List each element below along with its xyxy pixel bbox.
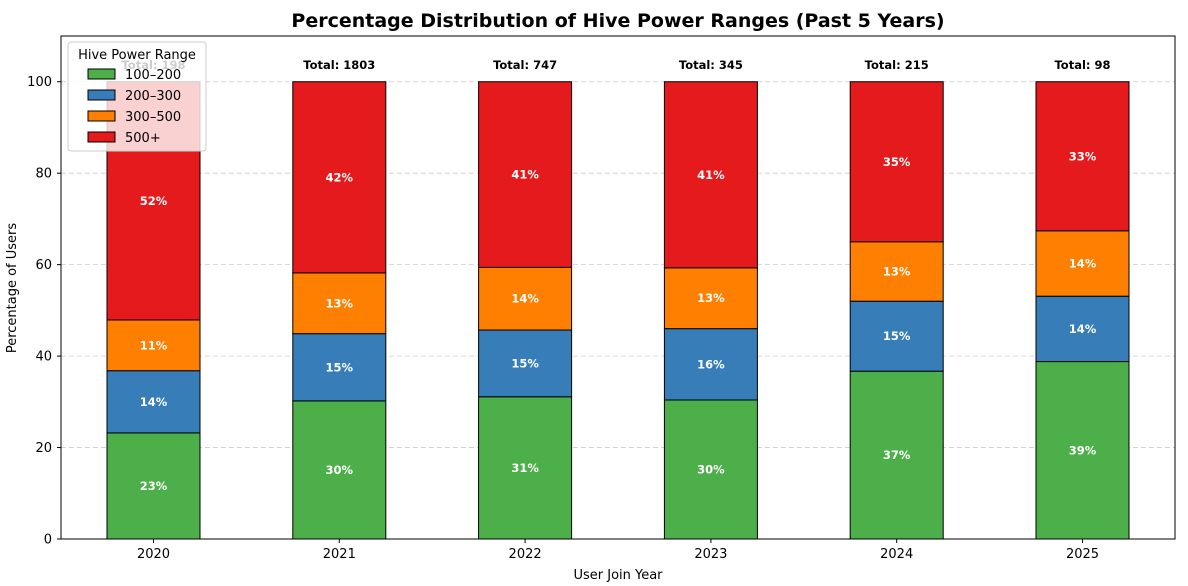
x-tick-label: 2023 — [694, 547, 727, 562]
legend-swatch — [87, 110, 116, 122]
total-label: Total: 215 — [865, 58, 929, 72]
y-tick-label: 80 — [35, 167, 52, 182]
segment-label: 14% — [511, 292, 539, 306]
segment-label: 23% — [140, 479, 168, 493]
segment-label: 14% — [140, 395, 168, 409]
segment-label: 15% — [883, 329, 911, 343]
bar-segment — [292, 81, 387, 274]
x-tick-label: 2020 — [137, 547, 170, 562]
bar-segment — [1035, 81, 1130, 232]
bar-segment — [1035, 295, 1130, 363]
segment-label: 13% — [883, 264, 911, 278]
segment-label: 14% — [1069, 322, 1097, 336]
bar-segment — [478, 81, 573, 268]
segment-label: 33% — [1069, 149, 1097, 163]
bar-segment — [478, 396, 573, 540]
grid-lines — [61, 81, 1175, 448]
segment-label: 37% — [883, 448, 911, 462]
segment-label: 41% — [511, 168, 539, 182]
chart-title: Percentage Distribution of Hive Power Ra… — [291, 10, 944, 32]
bar-segment — [849, 370, 944, 540]
bar-segment — [478, 329, 573, 398]
plot-frame — [60, 35, 1176, 540]
bar-segment — [106, 432, 201, 540]
segment-labels: 23% 14% 11% 52% 30% 15% 13% 42% 31% 15% 14% 41% 30% 1… — [140, 149, 1097, 493]
legend-label: 100–200 — [125, 68, 181, 83]
x-tick-label: 2025 — [1066, 547, 1099, 562]
bar-segment — [106, 370, 201, 434]
total-label: Total: 98 — [1054, 58, 1110, 72]
legend-title: Hive Power Range — [78, 48, 196, 63]
segment-label: 42% — [326, 170, 354, 184]
x-tick-label: 2024 — [880, 547, 913, 562]
bar-segment — [849, 300, 944, 372]
bar-segment — [663, 81, 758, 269]
bar-segment — [478, 266, 573, 331]
bar-segment — [663, 328, 758, 401]
total-label: Total: 345 — [679, 58, 743, 72]
y-axis-label: Percentage of Users — [5, 223, 20, 354]
segment-label: 13% — [326, 296, 354, 310]
segment-label: 11% — [140, 338, 168, 352]
segment-label: 13% — [697, 291, 725, 305]
bar-segment — [292, 272, 387, 335]
total-label: Total: 747 — [493, 58, 557, 72]
segment-label: 15% — [326, 360, 354, 374]
x-axis: 2020 2021 2022 2023 2024 2025 — [137, 539, 1099, 562]
segment-label: 15% — [511, 356, 539, 370]
total-label: Total: 1803 — [303, 58, 375, 72]
legend-swatch — [87, 89, 116, 101]
bar-segment — [849, 241, 944, 302]
y-tick-label: 0 — [44, 533, 52, 548]
segment-label: 52% — [140, 194, 168, 208]
bar-segment — [1035, 361, 1130, 540]
legend-label: 300–500 — [125, 110, 181, 125]
y-tick-label: 40 — [35, 350, 52, 365]
legend: Hive Power Range 100–200 200–300 300–500 500… — [67, 41, 207, 152]
legend-swatch — [87, 68, 116, 80]
segment-label: 16% — [697, 357, 725, 371]
segment-label: 30% — [326, 463, 354, 477]
y-tick-label: 60 — [35, 258, 52, 273]
bar-segment — [663, 399, 758, 540]
segment-label: 35% — [883, 155, 911, 169]
bar-segment — [663, 267, 758, 330]
bars — [106, 81, 1130, 540]
y-tick-label: 20 — [35, 441, 52, 456]
segment-label: 14% — [1069, 256, 1097, 270]
segment-label: 41% — [697, 168, 725, 182]
segment-label: 39% — [1069, 443, 1097, 457]
segment-label: 30% — [697, 462, 725, 476]
bar-segment — [849, 81, 944, 243]
x-tick-label: 2022 — [509, 547, 542, 562]
legend-label: 500+ — [125, 131, 161, 146]
x-axis-label: User Join Year — [573, 568, 663, 583]
x-tick-label: 2021 — [323, 547, 356, 562]
y-axis: 0 20 40 60 80 100 — [27, 75, 61, 548]
legend-label: 200–300 — [125, 89, 181, 104]
legend-swatch — [87, 131, 116, 143]
y-tick-label: 100 — [27, 75, 52, 90]
bar-segment — [1035, 230, 1130, 297]
segment-label: 31% — [511, 461, 539, 475]
